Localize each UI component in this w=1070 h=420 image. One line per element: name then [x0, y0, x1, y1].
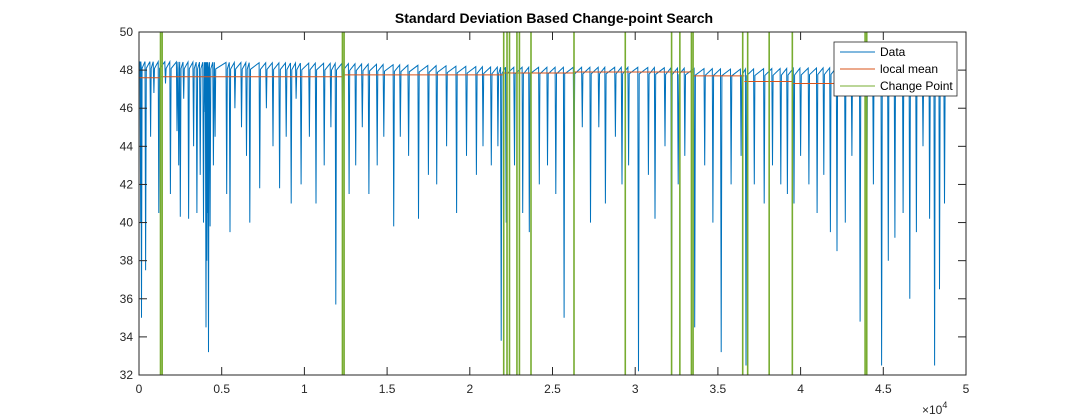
y-tick-label-6: 44: [120, 139, 134, 153]
data-series-line: [138, 59, 947, 372]
x-tick-label-8: 4: [797, 382, 804, 396]
x-exponent-power: 4: [942, 400, 947, 410]
y-tick-label-1: 34: [120, 330, 134, 344]
y-tick-label-0: 32: [120, 368, 134, 382]
axis-layer: 0 0.5 1 1.5 2 2.5 3 3.5 4 4.5 5 32 34 36 38 40 42 44 46 48 5…: [120, 25, 970, 396]
chart-title: Standard Deviation Based Change-point Se…: [395, 10, 713, 26]
legend-label-data: Data: [880, 45, 906, 59]
x-tick-label-9: 4.5: [875, 382, 892, 396]
x-tick-label-4: 2: [466, 382, 473, 396]
x-tick-label-2: 1: [301, 382, 308, 396]
x-tick-label-6: 3: [632, 382, 639, 396]
x-tick-label-1: 0.5: [213, 382, 230, 396]
x-exponent-base: ×10: [922, 403, 943, 417]
series-layer: [138, 32, 947, 375]
y-tick-label-5: 42: [120, 177, 134, 191]
x-tick-label-5: 2.5: [544, 382, 561, 396]
y-tick-label-8: 48: [120, 63, 134, 77]
legend: Data local mean Change Point: [833, 41, 958, 97]
x-tick-label-7: 3.5: [710, 382, 727, 396]
x-tick-label-3: 1.5: [379, 382, 396, 396]
legend-label-change-point: Change Point: [880, 79, 953, 93]
x-axis-exponent: ×104: [922, 400, 947, 417]
x-tick-label-10: 5: [963, 382, 970, 396]
legend-label-local-mean: local mean: [880, 62, 938, 76]
y-tick-label-9: 50: [120, 25, 134, 39]
y-tick-label-4: 40: [120, 216, 134, 230]
y-tick-label-7: 46: [120, 101, 134, 115]
plot-area: [139, 32, 966, 375]
y-tick-label-2: 36: [120, 292, 134, 306]
x-tick-label-0: 0: [136, 382, 143, 396]
y-tick-label-3: 38: [120, 254, 134, 268]
